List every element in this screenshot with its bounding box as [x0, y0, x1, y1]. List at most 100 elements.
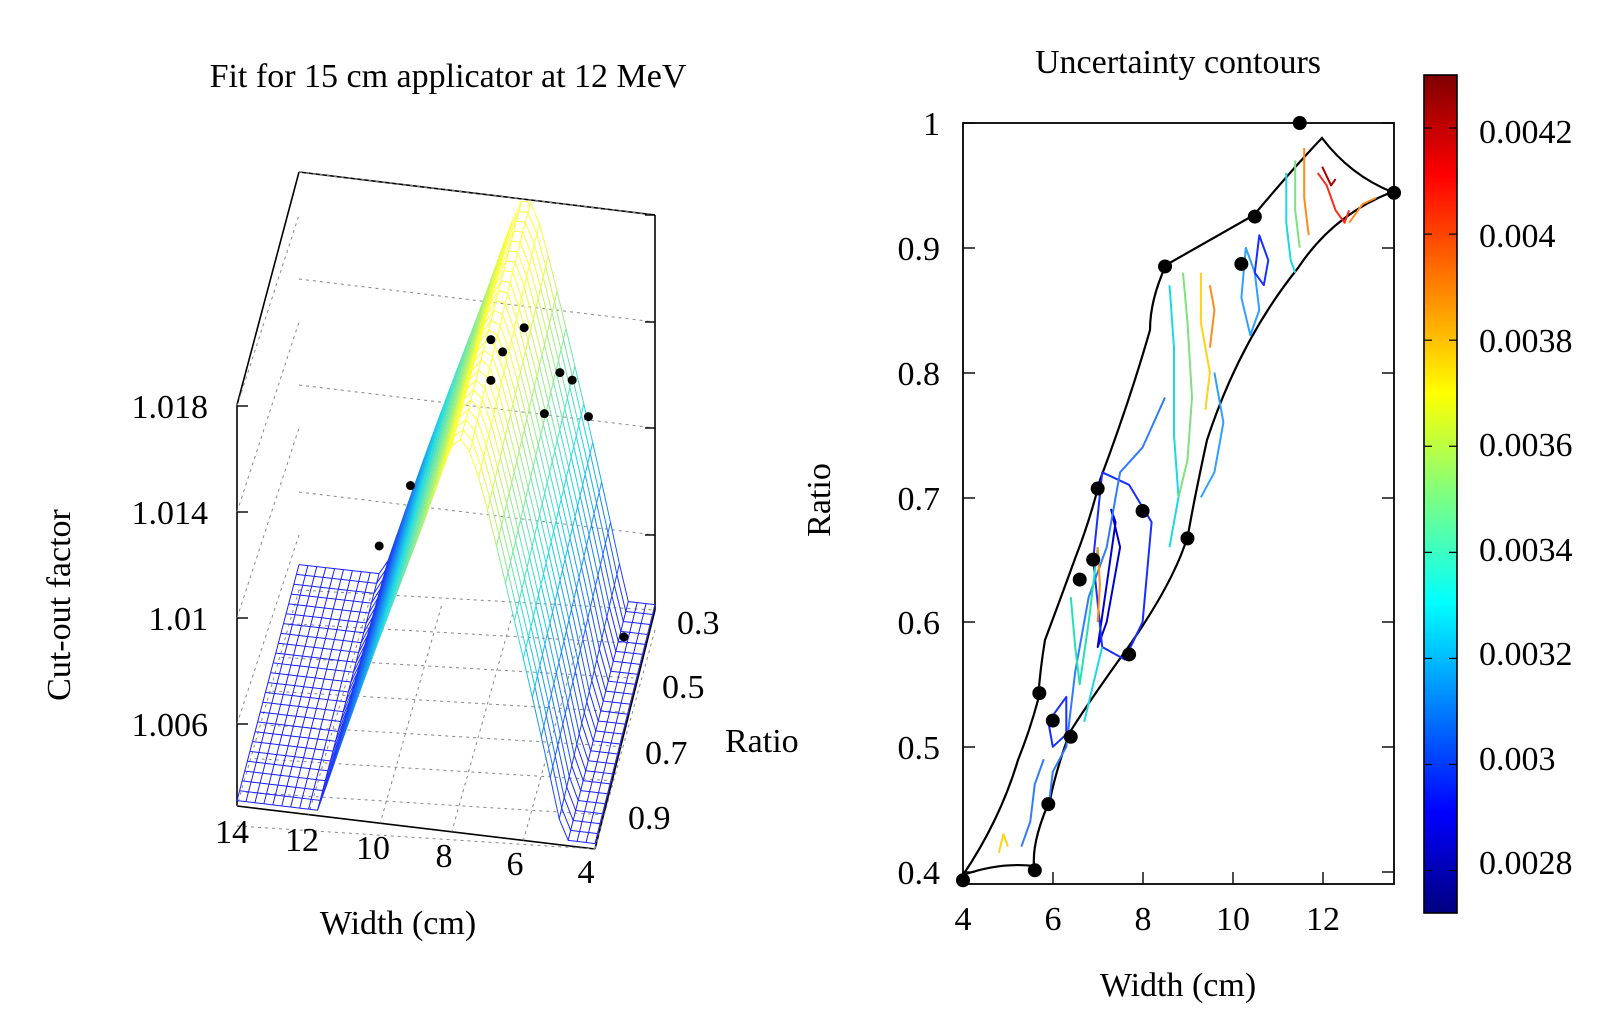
mesh-line	[445, 401, 450, 412]
mesh-line	[402, 542, 407, 553]
mesh-line	[610, 670, 620, 673]
mesh-line	[540, 573, 545, 585]
contour-line	[997, 833, 1009, 854]
mesh-line	[442, 459, 446, 470]
mesh-line	[527, 329, 532, 341]
mesh-line	[526, 408, 530, 419]
mesh-line	[555, 662, 560, 674]
mesh-line	[269, 712, 279, 715]
mesh-line	[267, 753, 277, 756]
mesh-line	[347, 703, 352, 714]
mesh-line	[556, 429, 561, 441]
mesh-line	[253, 771, 263, 774]
mesh-line	[299, 798, 303, 809]
mesh-line	[460, 439, 471, 453]
mesh-line	[583, 780, 593, 783]
mesh-line	[528, 408, 539, 446]
mesh-line	[343, 640, 353, 643]
mesh-line	[437, 443, 441, 454]
mesh-line	[421, 500, 426, 510]
mesh-line	[637, 664, 641, 675]
mesh-line	[550, 531, 555, 543]
mesh-line	[276, 744, 280, 755]
mesh-line	[460, 377, 464, 388]
mesh-line	[495, 403, 506, 437]
mesh-line	[351, 696, 356, 707]
mesh-line	[424, 453, 428, 464]
mesh-line	[354, 631, 364, 634]
mesh-line	[280, 694, 284, 705]
mesh-line	[476, 419, 487, 447]
mesh-line	[505, 361, 516, 394]
mesh-line	[305, 737, 310, 749]
mesh-line	[467, 365, 472, 376]
mesh-line	[247, 760, 257, 763]
mesh-line	[308, 666, 318, 669]
mesh-line	[454, 428, 464, 437]
z-tick-label: 1.01	[149, 601, 209, 638]
mesh-line	[521, 578, 526, 589]
contour-point	[1158, 259, 1173, 274]
mesh-line	[286, 634, 291, 645]
mesh-line	[621, 652, 626, 663]
mesh-line	[472, 379, 477, 390]
mesh-line	[512, 393, 516, 405]
mesh-line	[598, 792, 608, 795]
mesh-line	[465, 375, 469, 385]
mesh-line	[293, 796, 303, 799]
mesh-line	[516, 461, 527, 499]
mesh-line	[330, 689, 340, 692]
mesh-line	[332, 679, 343, 682]
mesh-line	[581, 712, 585, 724]
mesh-line	[357, 621, 367, 624]
mesh-line	[572, 670, 576, 682]
mesh-line	[397, 561, 402, 571]
mesh-line	[608, 680, 618, 683]
mesh-line	[579, 639, 584, 650]
mesh-line	[632, 621, 642, 624]
mesh-line	[536, 514, 541, 526]
mesh-line	[420, 476, 425, 487]
mesh-line	[577, 660, 588, 703]
mesh-line	[309, 616, 314, 627]
surface-data-points	[374, 323, 629, 642]
mesh-line	[442, 425, 446, 435]
mesh-line	[512, 540, 517, 552]
mesh-line	[402, 525, 407, 535]
mesh-line	[329, 587, 339, 590]
mesh-line	[332, 669, 337, 681]
mesh-line	[619, 733, 623, 745]
mesh-line	[546, 633, 557, 674]
mesh-line	[569, 537, 580, 578]
mesh-line	[338, 588, 348, 591]
mesh-line	[592, 781, 602, 784]
mesh-line	[602, 543, 606, 555]
mesh-line	[331, 648, 341, 651]
mesh-line	[461, 381, 465, 391]
mesh-line	[323, 597, 328, 609]
mesh-line	[252, 731, 256, 742]
mesh-line	[451, 438, 462, 446]
mesh-line	[456, 419, 467, 428]
mesh-line	[597, 823, 601, 834]
data-point	[539, 409, 549, 419]
mesh-line	[419, 490, 423, 501]
mesh-line	[369, 631, 374, 641]
mesh-line	[283, 715, 288, 726]
mesh-line	[580, 780, 584, 791]
mesh-line	[598, 720, 608, 723]
mesh-line	[586, 691, 590, 703]
mesh-line	[265, 762, 275, 765]
mesh-line	[363, 662, 367, 673]
mesh-line	[463, 371, 468, 382]
mesh-line	[374, 598, 379, 608]
mesh-line	[444, 396, 449, 407]
mesh-line	[321, 759, 331, 762]
mesh-line	[375, 600, 380, 611]
mesh-line	[527, 340, 538, 377]
mesh-line	[486, 300, 497, 315]
mesh-line	[299, 665, 309, 668]
mesh-line	[364, 665, 368, 676]
mesh-line	[614, 682, 618, 693]
mesh-line	[421, 463, 426, 474]
